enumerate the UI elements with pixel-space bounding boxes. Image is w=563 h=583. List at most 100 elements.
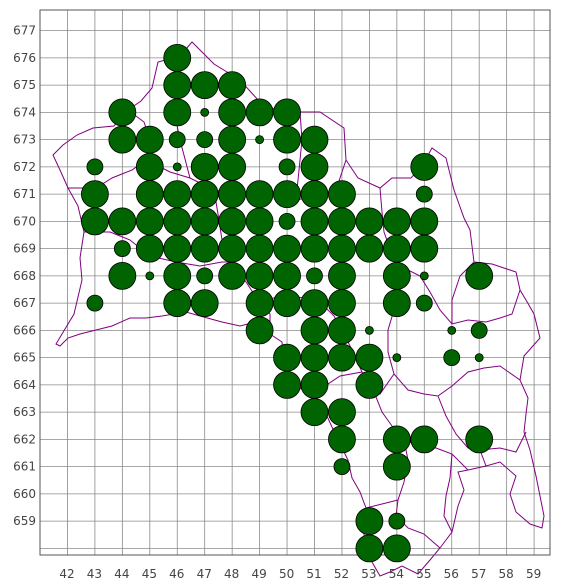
occurrence-dot-large [163, 71, 192, 100]
x-tick-label: 43 [87, 567, 102, 581]
y-tick-label: 667 [13, 296, 36, 310]
occurrence-dot-small [113, 240, 131, 258]
occurrence-dot-large [328, 207, 356, 236]
occurrence-dot-large [355, 234, 384, 263]
occurrence-dot-large [328, 398, 356, 427]
x-tick-label: 54 [389, 567, 404, 581]
occurrence-dot-tiny [392, 353, 402, 363]
occurrence-dot-large [135, 152, 164, 181]
y-tick-label: 664 [13, 378, 36, 392]
occurrence-dot-large [218, 261, 247, 290]
occurrence-dot-large [190, 207, 219, 236]
occurrence-dot-large [410, 207, 439, 236]
occurrence-dot-large [300, 316, 329, 345]
occurrence-dot-large [108, 125, 137, 154]
occurrence-dot-large [273, 125, 301, 154]
y-tick-label: 666 [13, 323, 36, 337]
occurrence-dot-large [328, 316, 356, 345]
occurrence-dot-large [355, 207, 384, 236]
occurrence-dot-tiny [200, 107, 210, 117]
occurrence-dot-small [415, 294, 433, 312]
occurrence-dot-large [300, 234, 329, 263]
y-tick-label: 677 [13, 24, 36, 38]
occurrence-dot-small [278, 212, 296, 230]
occurrence-dot-large [108, 207, 137, 236]
occurrence-dot-large [190, 289, 219, 318]
occurrence-dot-large [218, 125, 247, 154]
occurrence-dot-large [328, 261, 356, 290]
occurrence-dot-large [328, 343, 356, 372]
x-tick-label: 51 [306, 567, 321, 581]
x-axis-tick-labels: 42 43 44 45 46 47 48 49 50 51 52 53 54 55 56 57 58 59 [59, 567, 541, 581]
occurrence-dot-large [245, 207, 274, 236]
x-tick-label: 52 [334, 567, 349, 581]
frame-border [39, 9, 551, 556]
occurrence-dot-small [333, 458, 351, 476]
occurrence-dot-small [415, 185, 433, 203]
x-tick-label: 57 [471, 567, 486, 581]
occurrence-dot-large [300, 289, 329, 318]
y-axis-tick-labels: 677 676 675 674 673 672 671 670 669 668 667 666 665 6… [13, 24, 36, 529]
y-tick-label: 674 [13, 105, 36, 119]
occurrence-dot-large [410, 234, 439, 263]
x-tick-label: 42 [59, 567, 74, 581]
x-tick-label: 48 [224, 567, 239, 581]
occurrence-dot-large [135, 180, 164, 209]
x-tick-label: 44 [114, 567, 129, 581]
occurrence-dot-large [382, 207, 411, 236]
occurrence-dot-large [382, 452, 411, 481]
occurrence-dot-large [190, 180, 219, 209]
x-tick-label: 45 [142, 567, 157, 581]
occurrence-dot-large [163, 43, 192, 72]
y-tick-label: 660 [13, 487, 36, 501]
y-tick-label: 659 [13, 514, 36, 528]
x-tick-label: 58 [499, 567, 514, 581]
occurrence-dot-large [300, 207, 329, 236]
y-tick-label: 661 [13, 460, 36, 474]
occurrence-dot-small [470, 321, 488, 339]
y-tick-label: 662 [13, 432, 36, 446]
occurrence-dot-small [86, 294, 104, 312]
x-tick-label: 55 [416, 567, 431, 581]
occurrence-dot-large [81, 180, 109, 209]
y-tick-label: 668 [13, 269, 36, 283]
occurrence-dot-large [245, 261, 274, 290]
occurrence-dot-large [410, 425, 439, 454]
occurrence-dot-large [163, 207, 192, 236]
occurrence-dot-large [273, 234, 301, 263]
occurrence-dot-large [163, 98, 192, 127]
occurrence-dot-tiny [364, 325, 374, 335]
occurrence-dot-small [168, 131, 186, 149]
y-tick-label: 669 [13, 242, 36, 256]
occurrence-dot-large [218, 152, 247, 181]
occurrence-dot-large [355, 507, 384, 536]
occurrence-dot-small [196, 131, 214, 149]
occurrence-dot-large [245, 316, 274, 345]
y-tick-label: 672 [13, 160, 36, 174]
x-tick-label: 59 [526, 567, 541, 581]
occurrence-dot-large [135, 207, 164, 236]
occurrence-dot-large [273, 98, 301, 127]
occurrence-dot-large [218, 234, 247, 263]
occurrence-dot-tiny [447, 325, 457, 335]
y-tick-label: 675 [13, 78, 36, 92]
occurrence-dot-small [306, 267, 323, 285]
occurrence-dot-large [300, 152, 329, 181]
occurrence-dot-large [245, 234, 274, 263]
occurrence-dot-tiny [255, 135, 265, 145]
occurrence-dot-large [273, 370, 301, 399]
x-tick-label: 53 [361, 567, 376, 581]
occurrence-dot-large [328, 234, 356, 263]
occurrence-dot-large [273, 180, 301, 209]
occurrence-dot-small [196, 267, 214, 285]
occurrence-dot-tiny [419, 271, 429, 281]
x-tick-label: 46 [169, 567, 184, 581]
occurrence-dot-small [278, 158, 296, 176]
map-frame [39, 9, 551, 556]
y-tick-label: 676 [13, 51, 36, 65]
occurrence-dot-large [190, 234, 219, 263]
occurrence-dot-large [355, 370, 384, 399]
occurrence-dot-large [163, 234, 192, 263]
occurrence-dot-large [465, 425, 494, 454]
y-tick-label: 665 [13, 351, 36, 365]
